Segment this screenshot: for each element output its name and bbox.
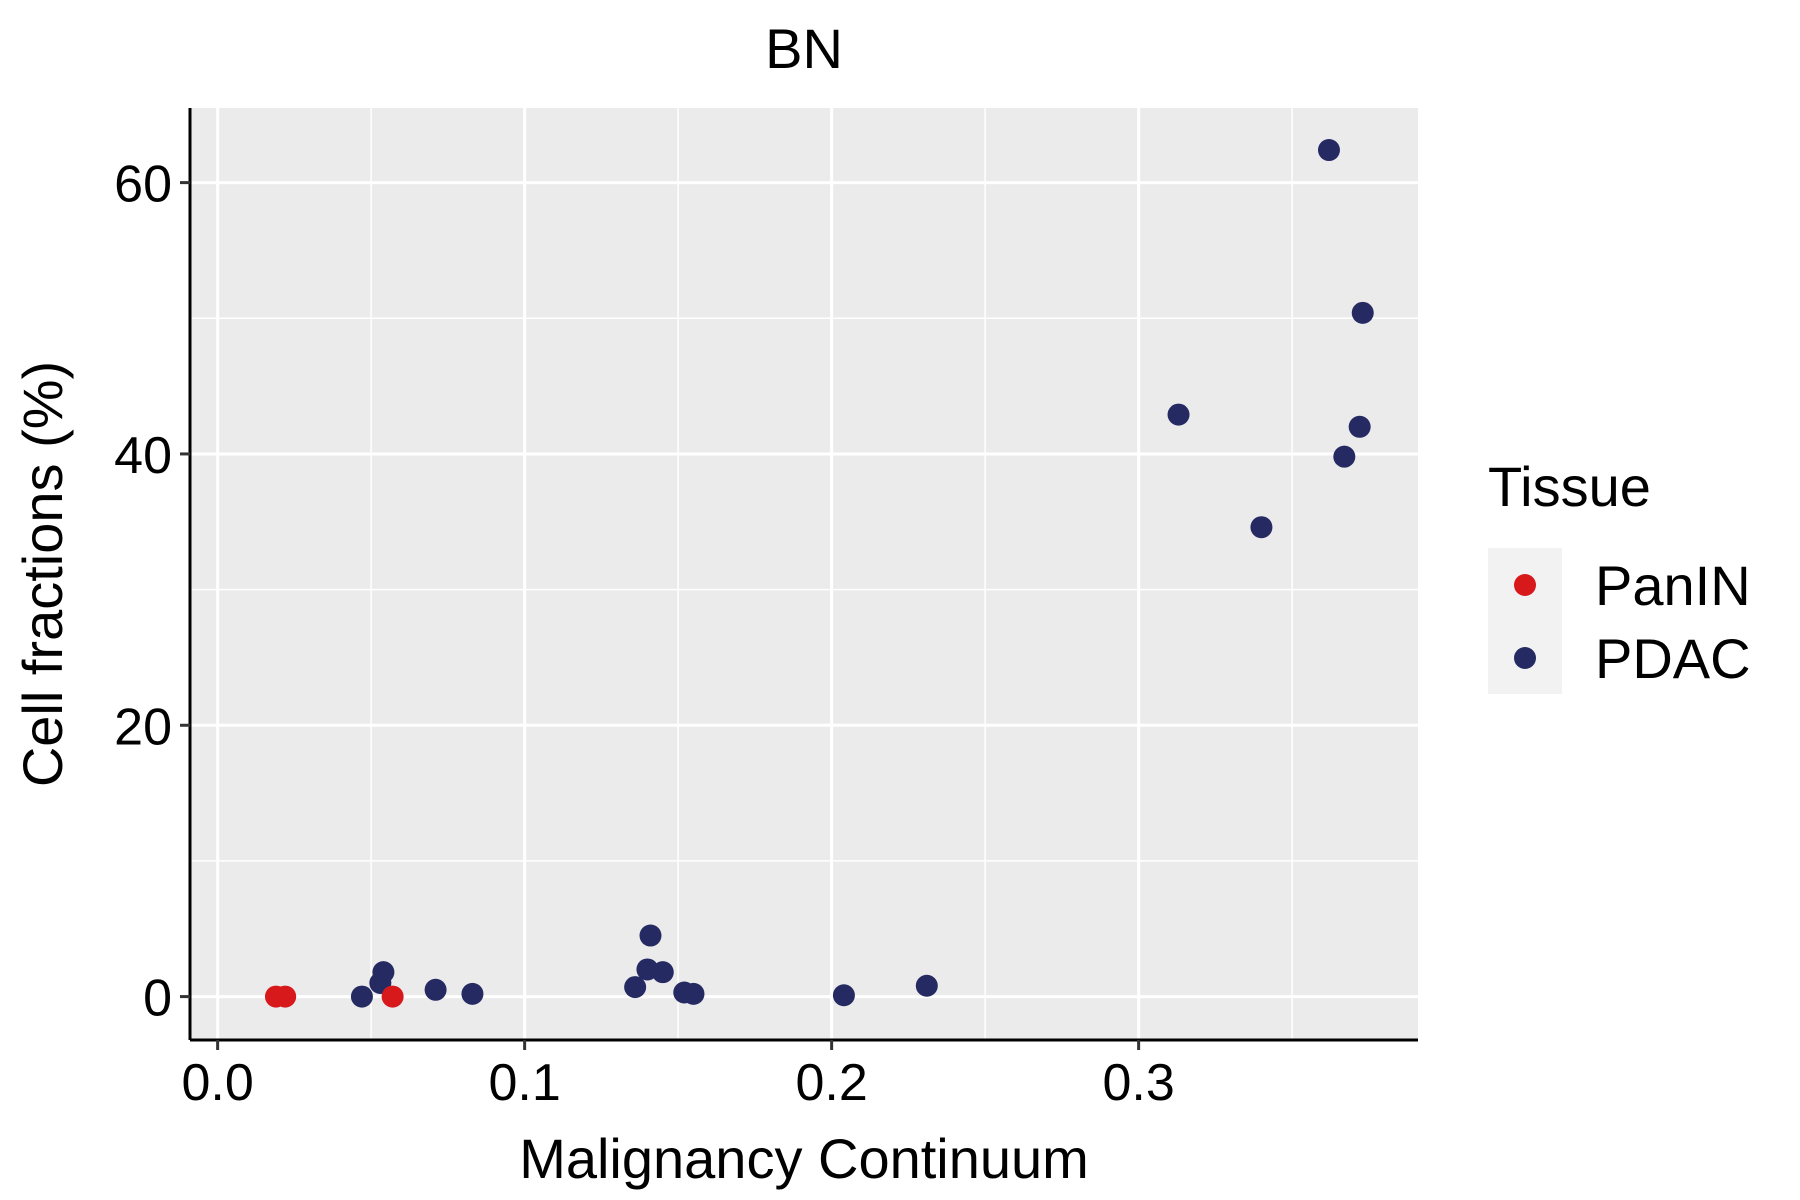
data-point-pdac (350, 985, 373, 1008)
data-point-pdac (651, 961, 674, 984)
data-point-pdac (461, 982, 484, 1005)
data-point-panin (274, 985, 297, 1008)
x-tick-label: 0.2 (795, 1054, 867, 1112)
data-point-pdac (1317, 139, 1340, 162)
x-axis-ticks: 0.0 0.1 0.2 0.3 (181, 1040, 1175, 1112)
x-tick-label: 0.3 (1102, 1054, 1174, 1112)
data-point-pdac (424, 978, 447, 1001)
grid-minor (190, 108, 1418, 1040)
chart-title: BN (765, 17, 843, 80)
data-point-pdac (832, 984, 855, 1007)
data-point-pdac (639, 924, 662, 947)
data-point-pdac (1351, 301, 1374, 324)
x-tick-label: 0.1 (488, 1054, 560, 1112)
legend: Tissue PanIN PDAC (1488, 455, 1751, 694)
data-point-pdac (624, 976, 647, 999)
y-tick-label: 20 (114, 698, 172, 756)
y-tick-label: 60 (114, 156, 172, 214)
legend-label-panin: PanIN (1595, 554, 1751, 617)
data-point-pdac (682, 982, 705, 1005)
legend-title: Tissue (1488, 455, 1651, 518)
x-tick-label: 0.0 (181, 1054, 253, 1112)
legend-items: PanIN PDAC (1514, 554, 1751, 690)
data-point-pdac (1348, 415, 1371, 438)
data-point-pdac (1167, 403, 1190, 426)
y-axis-ticks: 0 20 40 60 (114, 156, 190, 1028)
data-point-panin (381, 985, 404, 1008)
data-points (264, 139, 1374, 1008)
legend-label-pdac: PDAC (1595, 627, 1751, 690)
data-point-pdac (372, 961, 395, 984)
plot-panel (190, 108, 1418, 1040)
y-tick-label: 0 (143, 970, 172, 1028)
data-point-pdac (1250, 516, 1273, 539)
legend-key-background (1488, 548, 1562, 694)
x-axis-title: Malignancy Continuum (519, 1127, 1089, 1190)
y-tick-label: 40 (114, 427, 172, 485)
data-point-pdac (915, 974, 938, 997)
legend-key-panin (1514, 574, 1536, 596)
data-point-pdac (1333, 445, 1356, 468)
y-axis-title: Cell fractions (%) (11, 361, 74, 787)
legend-key-pdac (1514, 647, 1536, 669)
